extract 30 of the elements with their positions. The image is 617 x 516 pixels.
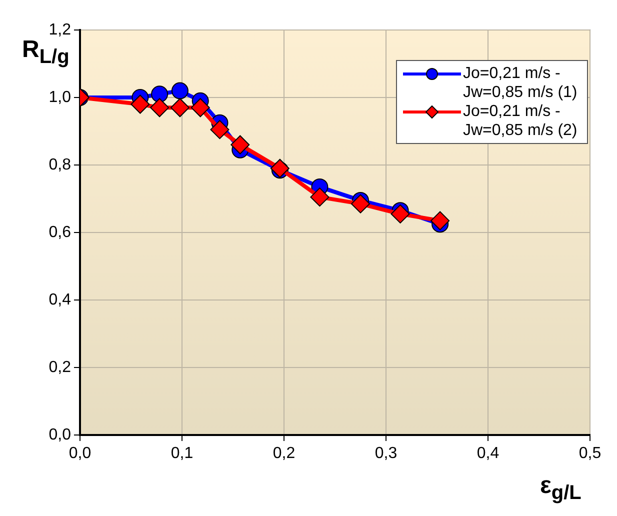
point: [150, 98, 170, 118]
y-tick-label: 0,4: [48, 291, 72, 308]
point: [210, 120, 230, 140]
point: [230, 135, 250, 154]
y-tick-label: 0,0: [48, 426, 72, 444]
x-tick-label: 0,1: [170, 445, 194, 462]
point: [190, 98, 210, 118]
x-tick-label: 0,2: [272, 445, 296, 462]
y-tick-label: 0,8: [48, 156, 72, 174]
x-tick-label: 0,3: [374, 445, 398, 462]
x-axis-title: ε$_{g/L}$: [540, 472, 582, 505]
point: [151, 86, 168, 103]
point: [270, 158, 290, 178]
y-tick-label: 0,2: [48, 358, 72, 376]
y-axis-title: R$_{L/g}$: [22, 36, 70, 68]
point: [351, 194, 370, 214]
y-tick-label: 1,0: [48, 88, 72, 106]
point: [170, 98, 190, 118]
x-tick-label: 0,5: [578, 445, 602, 462]
point: [430, 211, 450, 230]
x-tick-label: 0,0: [68, 445, 92, 462]
point: [310, 188, 330, 207]
point: [171, 82, 188, 100]
y-tick-label: 0,6: [48, 224, 72, 241]
legend-label: Jo=0,21 m/s - Jw=0,85 m/s (2): [463, 102, 578, 140]
point: [130, 94, 150, 114]
point: [390, 204, 410, 224]
y-tick-label: 1,2: [48, 21, 72, 38]
legend-label: Jo=0,21 m/s - Jw=0,85 m/s (1): [463, 64, 578, 102]
x-tick-label: 0,4: [476, 445, 500, 462]
